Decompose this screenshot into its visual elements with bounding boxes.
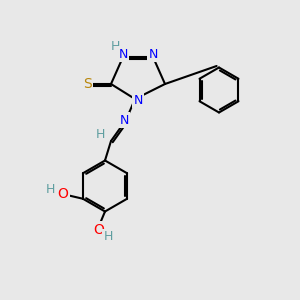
Text: O: O <box>94 223 104 236</box>
Text: N: N <box>148 47 158 61</box>
Text: O: O <box>57 187 68 201</box>
Text: H: H <box>103 230 113 244</box>
Text: N: N <box>118 47 128 61</box>
Text: H: H <box>46 183 56 196</box>
Text: N: N <box>133 94 143 107</box>
Text: H: H <box>111 40 120 53</box>
Text: H: H <box>96 128 105 142</box>
Text: N: N <box>120 113 129 127</box>
Text: S: S <box>82 77 91 91</box>
